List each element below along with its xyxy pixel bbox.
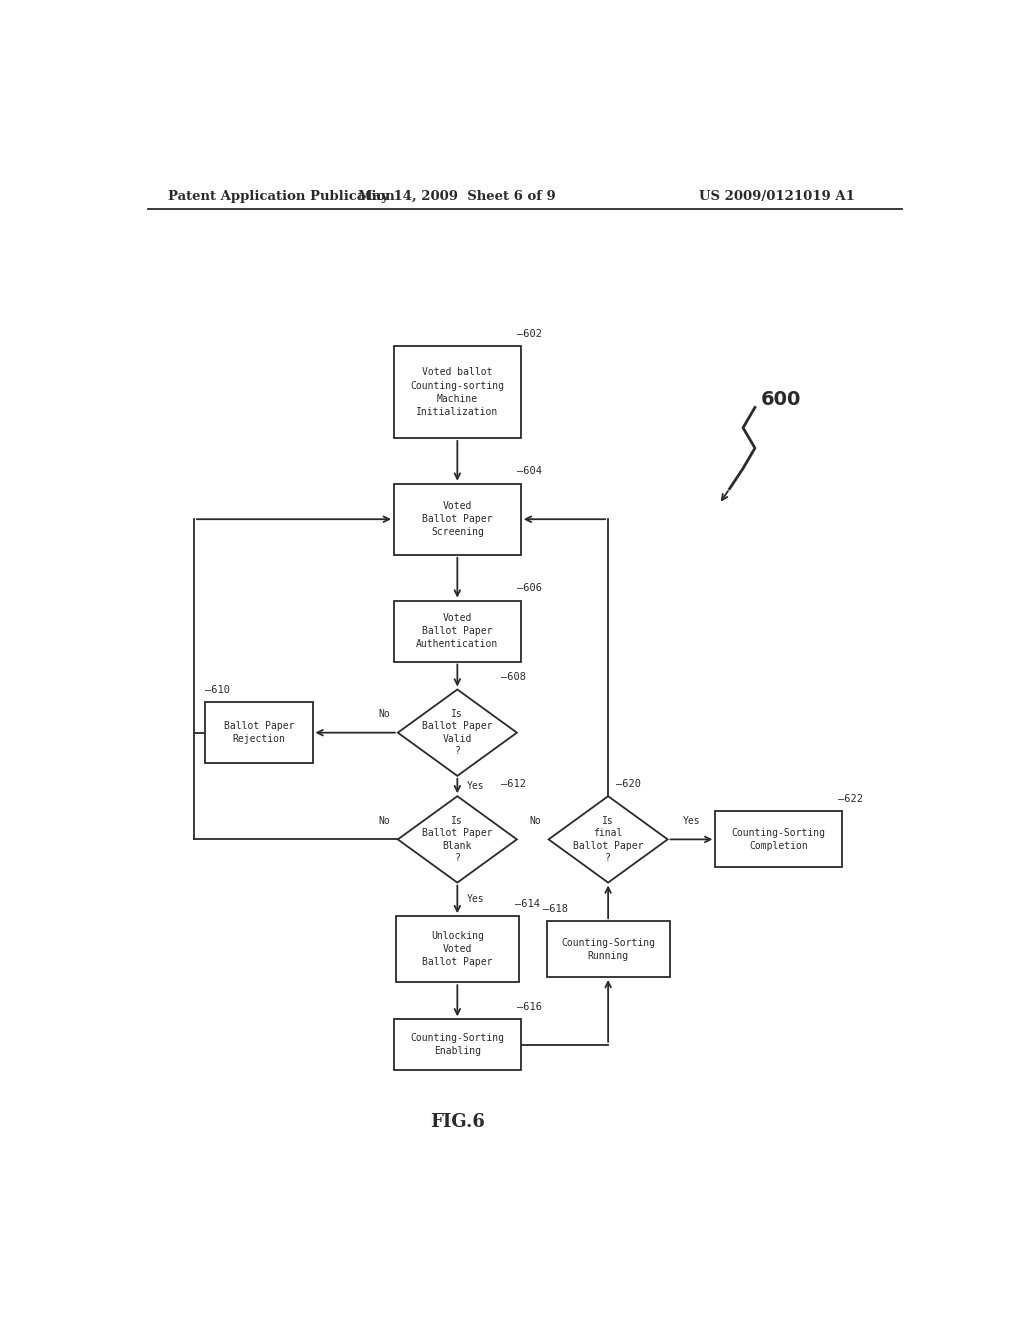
Text: —618: —618 [543,904,567,913]
Text: Ballot Paper
Rejection: Ballot Paper Rejection [223,721,294,744]
Polygon shape [397,796,517,883]
FancyBboxPatch shape [206,702,312,763]
Text: Counting-Sorting
Enabling: Counting-Sorting Enabling [411,1034,505,1056]
Text: Yes: Yes [467,895,484,904]
Text: Yes: Yes [467,781,484,791]
Text: —604: —604 [517,466,542,477]
Text: —612: —612 [501,779,526,789]
Polygon shape [397,689,517,776]
Text: US 2009/0121019 A1: US 2009/0121019 A1 [699,190,855,202]
Text: Counting-Sorting
Completion: Counting-Sorting Completion [732,828,825,851]
FancyBboxPatch shape [394,483,521,554]
Text: Voted
Ballot Paper
Authentication: Voted Ballot Paper Authentication [416,612,499,649]
Text: No: No [529,816,541,826]
Text: Is
Ballot Paper
Valid
?: Is Ballot Paper Valid ? [422,709,493,756]
FancyBboxPatch shape [715,812,842,867]
Polygon shape [549,796,668,883]
Text: Counting-Sorting
Running: Counting-Sorting Running [561,937,655,961]
Text: May 14, 2009  Sheet 6 of 9: May 14, 2009 Sheet 6 of 9 [358,190,556,202]
FancyBboxPatch shape [394,1019,521,1071]
Text: Voted ballot
Counting-sorting
Machine
Initialization: Voted ballot Counting-sorting Machine In… [411,367,505,417]
Text: Is
Ballot Paper
Blank
?: Is Ballot Paper Blank ? [422,816,493,863]
Text: Yes: Yes [683,816,700,826]
Text: —602: —602 [517,329,542,339]
Text: No: No [378,709,390,719]
FancyBboxPatch shape [394,601,521,661]
Text: —608: —608 [501,672,526,682]
Text: —620: —620 [616,779,641,789]
Text: —616: —616 [517,1002,542,1012]
Text: —606: —606 [517,583,542,593]
Text: Unlocking
Voted
Ballot Paper: Unlocking Voted Ballot Paper [422,931,493,968]
Text: 600: 600 [761,389,801,409]
Text: Is
final
Ballot Paper
?: Is final Ballot Paper ? [572,816,643,863]
FancyBboxPatch shape [396,916,519,982]
FancyBboxPatch shape [547,921,670,977]
Text: FIG.6: FIG.6 [430,1113,484,1131]
Text: Voted
Ballot Paper
Screening: Voted Ballot Paper Screening [422,502,493,537]
Text: —610: —610 [206,685,230,694]
Text: —622: —622 [839,795,863,804]
Text: No: No [378,816,390,826]
Text: Patent Application Publication: Patent Application Publication [168,190,394,202]
FancyBboxPatch shape [394,346,521,438]
Text: —614: —614 [515,899,540,909]
